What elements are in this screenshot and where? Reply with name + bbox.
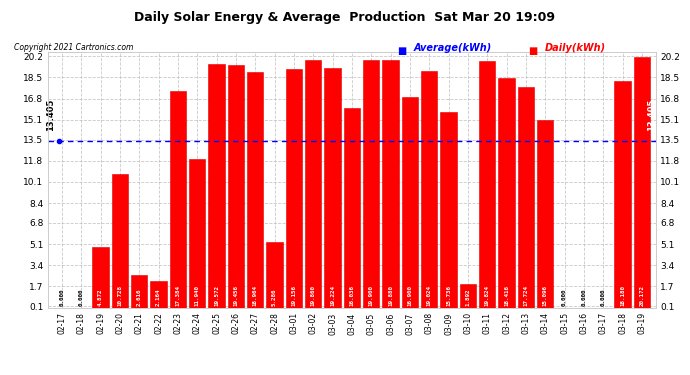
Bar (131, 275, 148, 308)
Text: 5.286: 5.286 (272, 288, 277, 306)
Text: 19.024: 19.024 (426, 285, 432, 306)
Text: ■: ■ (528, 46, 537, 56)
Text: 16.900: 16.900 (407, 285, 413, 306)
Bar (537, 120, 553, 308)
Text: 13.405: 13.405 (46, 98, 55, 131)
Text: 18.416: 18.416 (504, 285, 509, 306)
Text: 16.036: 16.036 (349, 285, 355, 306)
Text: 18.964: 18.964 (253, 285, 257, 306)
Bar (92, 247, 109, 308)
Text: 11.940: 11.940 (195, 285, 199, 306)
Text: ■: ■ (397, 46, 406, 56)
Text: 0.000: 0.000 (59, 288, 64, 306)
Bar (150, 280, 167, 308)
Text: 0.000: 0.000 (601, 288, 606, 306)
Text: 1.892: 1.892 (466, 288, 471, 306)
Text: 19.572: 19.572 (214, 285, 219, 306)
Text: 10.728: 10.728 (117, 285, 122, 306)
Text: 0.000: 0.000 (582, 288, 586, 306)
Bar (363, 60, 380, 308)
Text: 19.156: 19.156 (291, 285, 297, 306)
Bar (518, 87, 534, 308)
Bar (382, 60, 399, 308)
Text: 0.000: 0.000 (562, 288, 567, 306)
Text: 19.900: 19.900 (368, 285, 374, 306)
Bar (247, 72, 264, 308)
Text: 19.860: 19.860 (310, 285, 316, 306)
Text: 19.880: 19.880 (388, 285, 393, 306)
Text: 18.180: 18.180 (620, 285, 625, 306)
Bar (614, 81, 631, 308)
Bar (266, 242, 283, 308)
Bar (228, 66, 244, 308)
Text: Average(kWh): Average(kWh) (414, 43, 492, 53)
Bar (460, 284, 476, 308)
Text: 15.736: 15.736 (446, 285, 451, 306)
Bar (440, 112, 457, 308)
Text: 0.000: 0.000 (79, 288, 83, 306)
Bar (189, 159, 206, 308)
Bar (305, 60, 322, 308)
Text: Daily(kWh): Daily(kWh) (545, 43, 607, 53)
Bar (633, 57, 650, 308)
Bar (170, 91, 186, 308)
Text: Daily Solar Energy & Average  Production  Sat Mar 20 19:09: Daily Solar Energy & Average Production … (135, 11, 555, 24)
Bar (112, 174, 128, 308)
Text: 20.172: 20.172 (640, 285, 644, 306)
Bar (208, 64, 225, 308)
Bar (421, 71, 437, 308)
Text: 4.872: 4.872 (98, 288, 103, 306)
Text: 19.456: 19.456 (233, 285, 238, 306)
Text: Copyright 2021 Cartronics.com: Copyright 2021 Cartronics.com (14, 43, 133, 52)
Text: 2.164: 2.164 (156, 288, 161, 306)
Bar (498, 78, 515, 308)
Text: 19.224: 19.224 (330, 285, 335, 306)
Text: 17.724: 17.724 (524, 285, 529, 306)
Bar (479, 61, 495, 308)
Text: 15.096: 15.096 (543, 285, 548, 306)
Text: 17.384: 17.384 (175, 285, 180, 306)
Bar (324, 68, 341, 308)
Text: 2.616: 2.616 (137, 288, 141, 306)
Bar (344, 108, 360, 308)
Bar (402, 97, 418, 308)
Text: 19.824: 19.824 (485, 285, 490, 306)
Bar (286, 69, 302, 308)
Text: 13.405: 13.405 (647, 98, 656, 131)
